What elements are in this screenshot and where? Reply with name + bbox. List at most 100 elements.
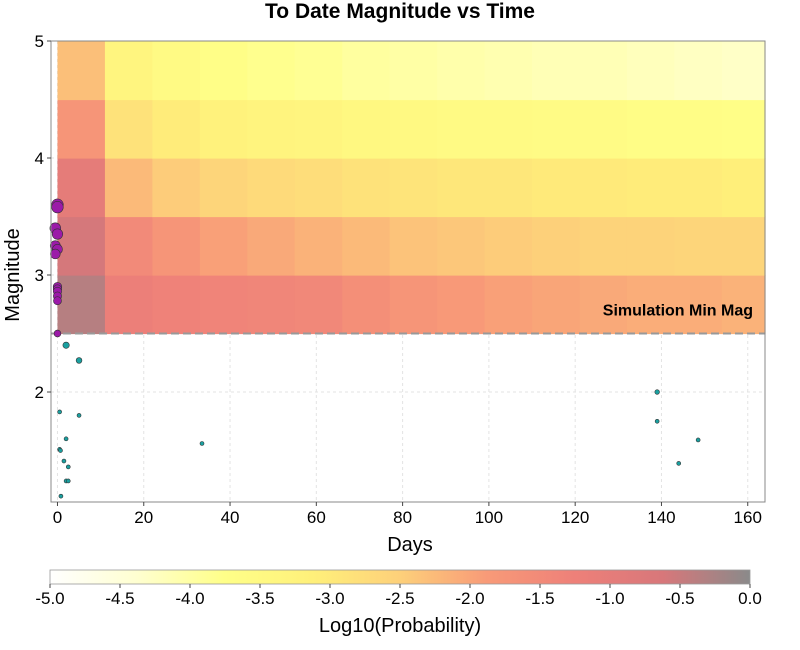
colorbar-tick-label: -4.5 [105, 589, 134, 608]
heatmap-cell [626, 99, 676, 159]
heatmap-cell [342, 275, 391, 335]
heatmap-cell [437, 158, 486, 218]
colorbar-tick-label: -2.5 [385, 589, 414, 608]
heatmap-cell [674, 99, 723, 159]
heatmap-cell [674, 41, 723, 101]
heatmap-cell [532, 216, 581, 276]
x-axis-label: Days [387, 534, 433, 556]
plot-area: Simulation Min Mag 0 20 40 60 80 100 120 140 160 2… [35, 32, 766, 527]
colorbar-tick-label: -1.0 [595, 589, 624, 608]
heatmap-cell [579, 275, 628, 335]
colorbar-tick-label: -4.0 [175, 589, 204, 608]
event-point [61, 458, 67, 464]
heatmap-cell [721, 158, 766, 218]
heatmap-cell [57, 216, 106, 276]
colorbar-tick-label: -5.0 [35, 589, 64, 608]
heatmap-cell [437, 275, 486, 335]
heatmap-cell [104, 158, 153, 218]
heatmap-cell [389, 216, 438, 276]
heatmap-cell [626, 158, 676, 218]
x-tick-label: 0 [53, 508, 62, 527]
heatmap-cell [389, 275, 438, 335]
heatmap-cell [104, 275, 153, 335]
event-point [75, 357, 83, 364]
colorbar-tick-label: -1.5 [525, 589, 554, 608]
colorbar-bar [49, 569, 751, 585]
event-point [53, 296, 62, 306]
heatmap-cell [626, 275, 676, 335]
heatmap-cell [294, 41, 343, 101]
event-point [654, 418, 660, 424]
event-point [65, 464, 71, 470]
x-tick-label: 80 [393, 508, 412, 527]
heatmap-cell [247, 41, 296, 101]
event-point [63, 436, 69, 442]
event-point [695, 437, 701, 443]
heatmap-cell [579, 99, 628, 159]
event-point [51, 228, 64, 240]
colorbar-tick-label: -0.5 [665, 589, 694, 608]
heatmap-cell [721, 99, 766, 159]
heatmap-cell [626, 216, 676, 276]
y-tick-label: 3 [35, 266, 44, 285]
y-tick-label: 4 [35, 149, 44, 168]
heatmap-cell [484, 41, 533, 101]
event-point [51, 201, 64, 214]
heatmap-cell [484, 275, 533, 335]
x-tick-label: 160 [734, 508, 762, 527]
min-mag-annotation: Simulation Min Mag [603, 303, 753, 320]
heatmap-cell [294, 158, 343, 218]
colorbar-tick-label: -3.5 [245, 589, 274, 608]
event-point [65, 478, 71, 484]
heatmap-cell [199, 158, 248, 218]
heatmap-cell [626, 41, 676, 101]
heatmap-cell [247, 275, 296, 335]
heatmap-cell [532, 275, 581, 335]
heatmap-cell [152, 216, 201, 276]
heatmap-cell [579, 158, 628, 218]
y-axis-label: Magnitude [2, 228, 24, 321]
x-tick-label: 100 [475, 508, 503, 527]
event-point [58, 493, 64, 499]
heatmap-cell [389, 99, 438, 159]
heatmap-cell [342, 41, 391, 101]
heatmap-cell [294, 99, 343, 159]
event-point [199, 441, 205, 446]
heatmap-cell [57, 275, 106, 335]
x-tick-label: 140 [647, 508, 675, 527]
colorbar-tick-label: -3.0 [315, 589, 344, 608]
heatmap-cell [437, 216, 486, 276]
heatmap-cell [152, 99, 201, 159]
heatmap-cell [104, 216, 153, 276]
heatmap-cell [532, 41, 581, 101]
event-point [62, 341, 70, 349]
heatmap-cell [674, 216, 723, 276]
heatmap-cell [721, 216, 766, 276]
heatmap-cell [104, 41, 153, 101]
event-point [654, 389, 660, 395]
heatmap-cell [199, 275, 248, 335]
y-tick-label: 2 [35, 383, 44, 402]
heatmap-cell [721, 41, 766, 101]
heatmap-cell [247, 158, 296, 218]
heatmap-cell [57, 41, 106, 101]
heatmap-cell [199, 99, 248, 159]
heatmap-cell [152, 275, 201, 335]
event-point [58, 448, 63, 453]
heatmap-cell [199, 41, 248, 101]
colorbar-label: Log10(Probability) [319, 615, 481, 637]
event-point [76, 413, 82, 418]
heatmap-cell [484, 158, 533, 218]
heatmap-cell [674, 275, 723, 335]
y-tick-label: 5 [35, 32, 44, 51]
heatmap-cell [199, 216, 248, 276]
heatmap-cell [721, 275, 766, 335]
event-point [676, 461, 682, 466]
chart-title: To Date Magnitude vs Time [265, 0, 535, 23]
heatmap-cell [247, 216, 296, 276]
event-point [57, 409, 62, 415]
heatmap-cell [104, 99, 153, 159]
heatmap-cell [247, 99, 296, 159]
heatmap-cell [532, 99, 581, 159]
